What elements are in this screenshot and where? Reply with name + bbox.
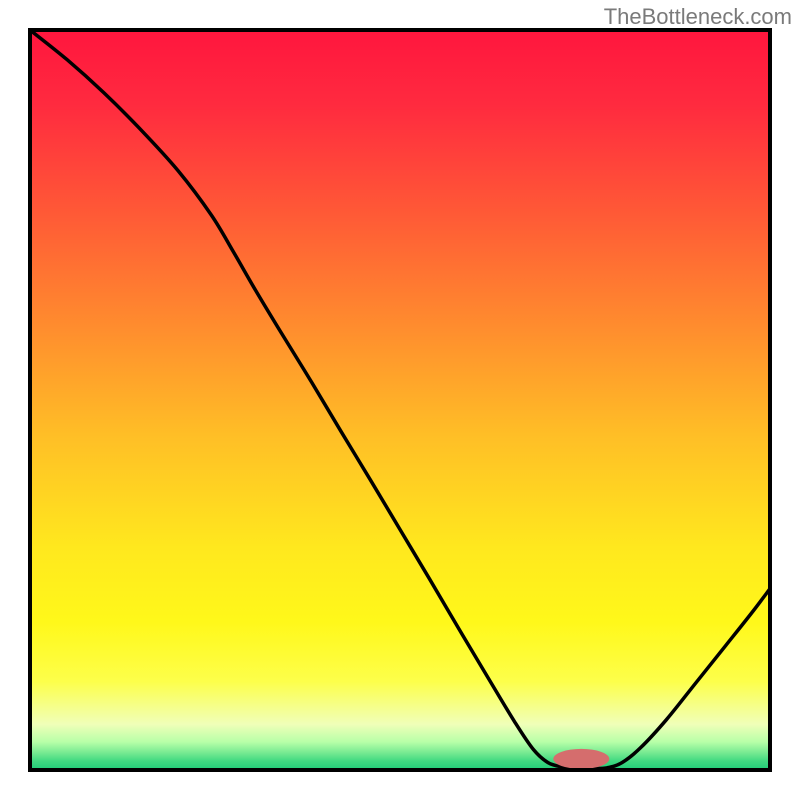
optimal-marker — [553, 749, 609, 769]
bottleneck-chart: TheBottleneck.com — [0, 0, 800, 800]
watermark-text: TheBottleneck.com — [604, 4, 792, 30]
plot-background — [30, 30, 770, 770]
chart-canvas — [0, 0, 800, 800]
